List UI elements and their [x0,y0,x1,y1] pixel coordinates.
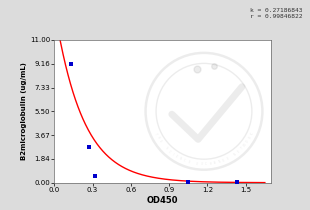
Point [93,174,98,177]
Text: k = 0.27186843
r = 0.99846822: k = 0.27186843 r = 0.99846822 [250,8,302,19]
Point [234,180,239,183]
Point [186,180,191,183]
Point [69,62,73,66]
X-axis label: OD450: OD450 [147,196,179,205]
Point [86,145,91,149]
Y-axis label: B2microglobulin (ug/mL): B2microglobulin (ug/mL) [21,62,27,160]
